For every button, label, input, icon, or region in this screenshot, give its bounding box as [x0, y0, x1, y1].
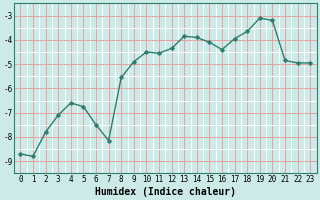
X-axis label: Humidex (Indice chaleur): Humidex (Indice chaleur) [95, 186, 236, 197]
